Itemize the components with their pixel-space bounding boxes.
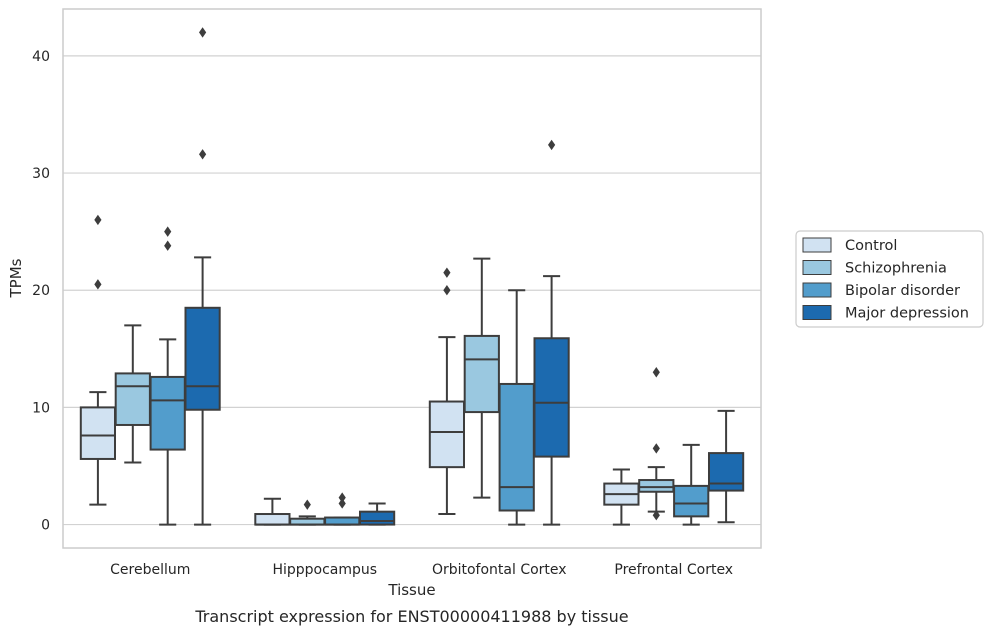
box-iqr <box>533 337 570 458</box>
x-tick-label: Orbitofontal Cortex <box>432 562 567 578</box>
box-iqr <box>114 372 151 426</box>
box-iqr <box>184 306 221 411</box>
box-control <box>603 468 640 526</box>
box-major-depression <box>533 139 570 526</box>
legend-swatch <box>802 260 832 275</box>
outlier-marker <box>443 285 451 296</box>
legend-swatch <box>802 237 832 253</box>
box-groups <box>79 27 745 526</box>
box-schizophrenia <box>114 324 151 464</box>
box-iqr <box>638 479 675 493</box>
x-axis-label: Tissue <box>387 581 435 599</box>
figure-caption: Transcript expression for ENST0000041198… <box>194 607 628 626</box>
outlier-marker <box>199 149 207 160</box>
box-bipolar-disorder <box>324 492 361 526</box>
box-major-depression <box>707 409 745 524</box>
plot-frame <box>62 8 762 549</box>
outlier-marker <box>199 27 207 38</box>
y-tick-label: 10 <box>32 400 50 416</box>
outlier-marker <box>164 240 172 251</box>
y-tick-label: 40 <box>32 49 50 65</box>
legend-swatch <box>802 282 832 298</box>
box-iqr <box>149 375 186 451</box>
box-iqr <box>254 513 291 526</box>
box-major-depression <box>358 502 396 526</box>
outlier-marker <box>652 509 660 521</box>
box-iqr <box>324 516 361 526</box>
x-tick-labels: Cerebellum Hipppocampus Orbitofontal Corte… <box>110 562 733 578</box>
legend-swatch <box>802 305 832 320</box>
legend: Control Schizophrenia Bipolar disorder Majo… <box>795 230 984 328</box>
y-tick-label: 30 <box>32 166 50 182</box>
legend-label: Major depression <box>845 306 969 322</box>
box-iqr <box>498 382 535 512</box>
x-tick-label: Prefrontal Cortex <box>614 562 733 578</box>
outlier-marker <box>303 499 311 510</box>
outlier-marker <box>94 279 102 290</box>
box-control <box>79 214 117 506</box>
box-iqr <box>463 334 500 414</box>
outlier-marker <box>652 367 660 378</box>
outlier-marker <box>652 443 660 454</box>
outlier-marker <box>94 214 102 226</box>
y-tick-labels: 0 10 20 30 40 <box>32 49 50 534</box>
x-tick-label: Hipppocampus <box>272 562 377 578</box>
plot-background <box>63 9 761 548</box>
box-major-depression <box>184 27 221 526</box>
outlier-marker <box>548 139 556 151</box>
box-iqr <box>79 406 117 460</box>
y-tick-label: 20 <box>32 283 50 299</box>
box-schizophrenia <box>463 257 500 499</box>
box-bipolar-disorder <box>149 226 186 526</box>
outlier-marker <box>338 498 346 509</box>
box-iqr <box>358 510 396 526</box>
legend-label: Bipolar disorder <box>845 283 960 299</box>
box-iqr <box>428 400 466 469</box>
outlier-marker <box>338 492 346 503</box>
y-axis-label: TPMs <box>7 258 25 298</box>
y-tick-label: 0 <box>41 518 50 534</box>
outlier-marker <box>443 267 451 278</box>
outlier-marker <box>164 226 172 237</box>
box-bipolar-disorder <box>673 443 710 526</box>
box-bipolar-disorder <box>498 289 535 526</box>
x-tick-label: Cerebellum <box>110 562 190 578</box>
box-iqr <box>673 484 710 518</box>
legend-label: Control <box>845 238 897 254</box>
legend-label: Schizophrenia <box>845 261 947 277</box>
legend-frame <box>795 230 984 328</box>
box-iqr <box>707 452 745 492</box>
box-control <box>428 267 466 516</box>
